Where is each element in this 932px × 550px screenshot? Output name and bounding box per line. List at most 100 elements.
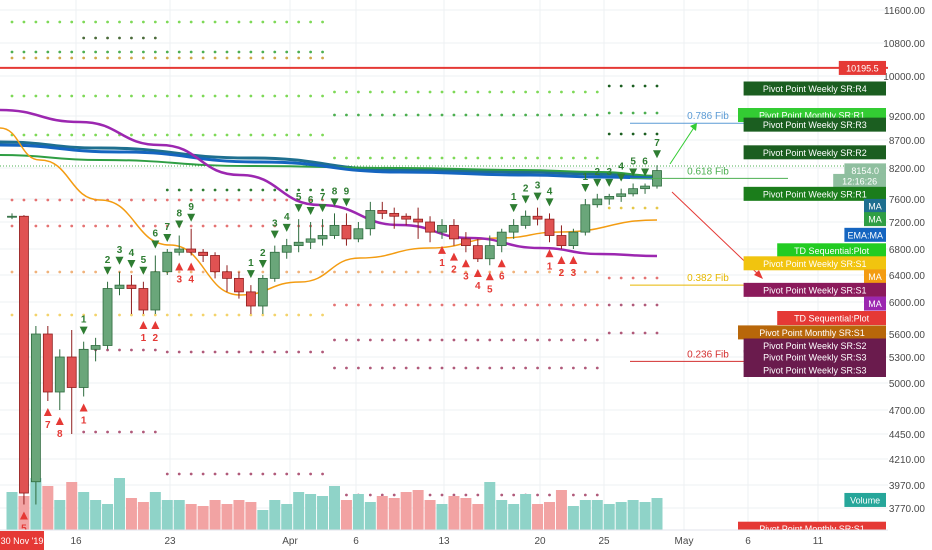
pivot-dot xyxy=(130,430,133,434)
pivot-dot xyxy=(153,36,157,40)
pivot-dot xyxy=(380,338,384,342)
badge-background xyxy=(844,227,886,242)
pivot-dot xyxy=(643,276,647,280)
td-sell-marker xyxy=(270,230,279,239)
td-sell-count: 4 xyxy=(618,162,624,173)
pivot-dot xyxy=(571,113,575,117)
pivot-dot xyxy=(237,94,241,98)
candle-body xyxy=(162,251,173,273)
pivot-dot xyxy=(345,303,348,307)
candle xyxy=(484,235,495,266)
td-sell-count: 4 xyxy=(284,212,290,223)
pivot-dot xyxy=(321,270,324,274)
candle xyxy=(66,330,77,434)
pivot-dot xyxy=(213,94,217,98)
td-sell-count: 3 xyxy=(606,167,612,178)
pivot-dot xyxy=(595,366,599,370)
price-tick-label: 10000.00 xyxy=(883,72,925,83)
badge-text: MA xyxy=(868,201,882,211)
pivot-dot xyxy=(297,270,301,274)
pivot-dot xyxy=(165,224,169,228)
pivot-dot xyxy=(58,198,62,202)
td-sell-marker xyxy=(509,204,518,213)
td-buy-marker xyxy=(473,269,482,277)
pivot-dot xyxy=(404,366,408,370)
volume-bar xyxy=(555,490,567,530)
candle-body xyxy=(437,224,447,233)
volume-bar xyxy=(364,502,376,530)
td-sell-marker xyxy=(103,266,112,275)
pivot-dot xyxy=(70,313,74,317)
pivot-dot xyxy=(655,132,659,136)
pivot-dot xyxy=(201,56,205,60)
pivot-dot xyxy=(34,94,38,98)
time-tick-label: 11 xyxy=(813,536,824,547)
pivot-dot xyxy=(345,156,348,160)
pivot-dot xyxy=(34,50,38,54)
volume-bar xyxy=(448,496,460,530)
pivot-dot xyxy=(189,472,193,476)
pivot-dot xyxy=(488,303,492,307)
pivot-dot xyxy=(404,156,408,160)
td-sell-marker xyxy=(163,234,172,242)
candle-body xyxy=(472,245,483,260)
badge-text: MA xyxy=(868,272,882,282)
pivot-dot xyxy=(70,50,74,54)
pivot-dot xyxy=(309,270,313,274)
fib-label: 0.236 Fib xyxy=(687,349,729,360)
pivot-dot xyxy=(285,20,289,24)
pivot-dot xyxy=(536,90,539,94)
badge-text: Pivot Point Weekly SR:R3 xyxy=(763,120,867,130)
pivot-dot xyxy=(464,270,468,274)
volume-bar xyxy=(412,490,424,530)
pivot-dot xyxy=(321,50,324,54)
pivot-dot xyxy=(34,198,38,202)
pivot-dot xyxy=(106,20,109,24)
badge-background xyxy=(743,145,886,160)
pivot-dot xyxy=(177,350,181,354)
pivot-dot xyxy=(440,90,444,94)
pivot-dot xyxy=(46,270,50,274)
badge-text: Pivot Point Monthly SR:S1 xyxy=(759,524,865,534)
pivot-dot xyxy=(22,20,26,24)
td-sell-count: 7 xyxy=(320,192,326,203)
pivot-dot xyxy=(261,20,265,24)
pivot-dot xyxy=(488,156,492,160)
candle xyxy=(401,213,412,226)
pivot-dot xyxy=(476,90,480,94)
pivot-dot xyxy=(94,133,98,137)
pivot-dot xyxy=(285,472,289,476)
pivot-dot xyxy=(118,94,121,98)
pivot-dot xyxy=(297,56,301,60)
pivot-dot xyxy=(440,493,444,497)
pivot-dot xyxy=(571,270,575,274)
pivot-dot xyxy=(82,50,86,54)
td-sell-count: 8 xyxy=(332,186,338,197)
price-axis[interactable]: 11600.00 10800.00 10000.00 9200.00 8700.00 82… xyxy=(883,6,925,515)
pivot-dot xyxy=(560,270,563,274)
pivot-dot xyxy=(643,84,647,88)
pivot-dot xyxy=(464,303,468,307)
candle xyxy=(652,165,662,189)
badge-text: Pivot Point Weekly SR:R4 xyxy=(763,84,867,94)
pivot-dot xyxy=(225,198,229,202)
candle-body xyxy=(604,196,615,200)
candle xyxy=(305,222,316,249)
td-buy-marker xyxy=(545,249,554,258)
volume-bar xyxy=(436,504,448,530)
pivot-dot xyxy=(58,270,62,274)
pivot-dot xyxy=(428,156,432,160)
volume-bar xyxy=(472,504,484,530)
badge-text: Pivot Point Weekly SR:S1 xyxy=(763,285,866,295)
pivot-dot xyxy=(141,430,145,434)
candle-body xyxy=(556,235,567,247)
pivot-dot xyxy=(619,111,623,115)
pivot-dot xyxy=(548,90,551,94)
pivot-dot xyxy=(189,313,193,317)
pivot-dot xyxy=(333,270,336,274)
time-axis[interactable]: 30 Nov '19 16 23 Apr 6 13 20 25 May 6 11 xyxy=(0,531,824,550)
pivot-dot xyxy=(500,270,504,274)
pivot-dot xyxy=(452,90,456,94)
pivot-dot xyxy=(321,133,324,137)
